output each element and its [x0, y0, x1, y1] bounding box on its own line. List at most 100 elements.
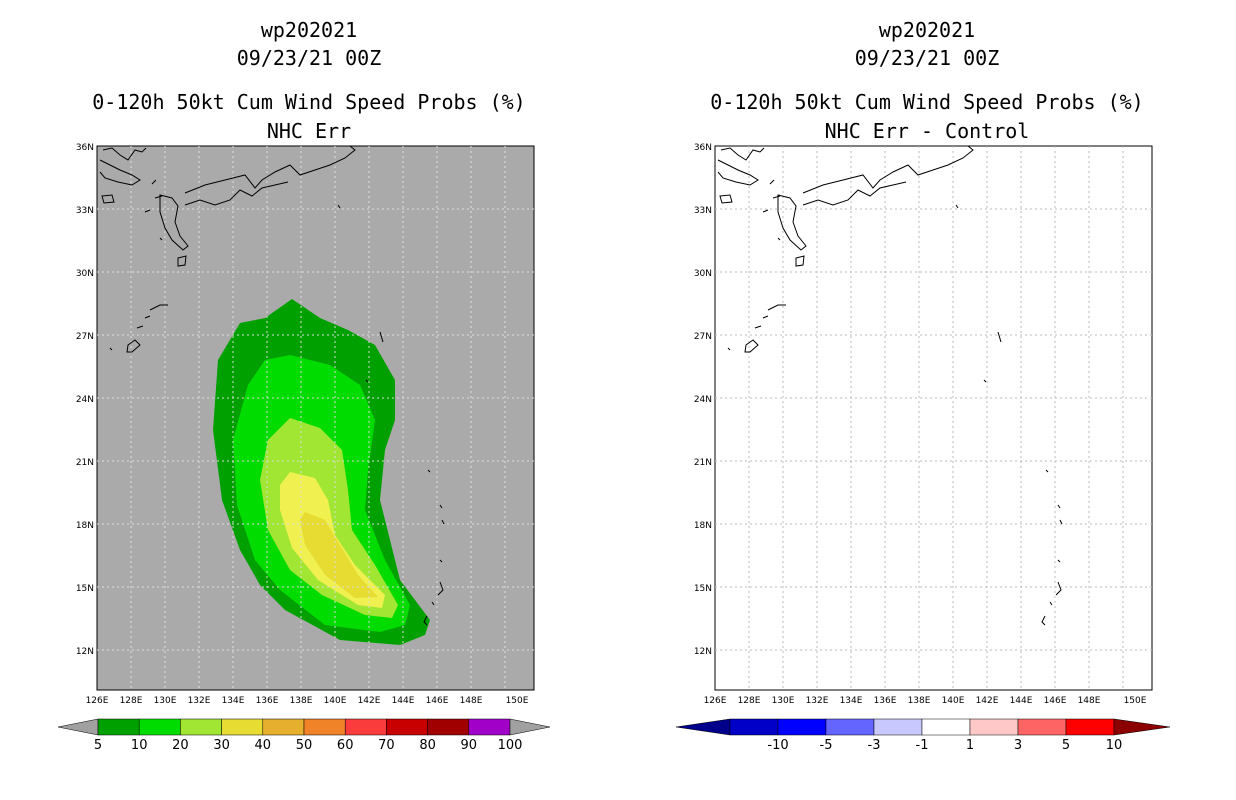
lon-label: 132E — [806, 696, 829, 706]
colorbar-box — [386, 718, 428, 736]
colorbar-label: 10 — [131, 738, 148, 753]
lat-label: 30N — [76, 269, 94, 279]
lon-label: 146E — [1044, 696, 1067, 706]
colorbar-box — [1017, 718, 1067, 736]
lat-label: 15N — [694, 584, 712, 594]
lon-label: 132E — [188, 696, 211, 706]
colorbar-label: -3 — [868, 738, 881, 753]
colorbar-label: 5 — [94, 738, 102, 753]
colorbar-label: 30 — [213, 738, 230, 753]
lon-label: 150E — [506, 696, 529, 706]
lat-label: 21N — [76, 458, 94, 468]
datetime-title: 09/23/21 00Z — [854, 46, 1000, 70]
right-map-panel: wp202021 09/23/21 00Z 0-120h 50kt Cum Wi… — [618, 0, 1236, 800]
lat-label: 24N — [76, 395, 94, 405]
colorbar-label: -10 — [767, 738, 788, 753]
probability-map: 36N 33N 30N 27N 24N 21N 18N 15N 12N 126E… — [57, 143, 551, 753]
lat-label: 36N — [694, 143, 712, 153]
lon-label: 130E — [154, 696, 177, 706]
colorbar-box — [1065, 718, 1115, 736]
lon-label: 126E — [86, 696, 109, 706]
colorbar-label: 60 — [337, 738, 354, 753]
colorbar-label: 3 — [1014, 738, 1022, 753]
colorbar: -10 -5 -3 -1 1 3 5 10 — [675, 718, 1171, 753]
colorbar-box — [468, 718, 511, 736]
colorbar-label: 90 — [461, 738, 478, 753]
lon-label: 146E — [426, 696, 449, 706]
colorbar: 5 10 20 30 40 50 60 70 80 90 100 — [57, 718, 551, 753]
lon-label: 140E — [942, 696, 965, 706]
yakushima — [177, 255, 187, 267]
colorbar-label: 10 — [1106, 738, 1123, 753]
lon-label: 134E — [840, 696, 863, 706]
storm-id-title: wp202021 — [260, 18, 358, 42]
colorbar-boxes — [97, 718, 511, 736]
contour-40 — [300, 512, 378, 598]
colorbar-label: 80 — [419, 738, 436, 753]
left-map-panel: wp202021 09/23/21 00Z 0-120h 50kt Cum Wi… — [57, 18, 551, 753]
lat-label: 12N — [76, 647, 94, 657]
colorbar-labels: -10 -5 -3 -1 1 3 5 10 — [767, 738, 1122, 753]
lat-label: 27N — [76, 332, 94, 342]
lon-label: 136E — [874, 696, 897, 706]
difference-map: 36N 33N 30N 27N 24N 21N 18N 15N 12N 126E… — [675, 143, 1171, 753]
colorbar-label: 100 — [498, 738, 523, 753]
lon-label: 138E — [290, 696, 313, 706]
colorbar-box — [777, 718, 827, 736]
lon-label: 134E — [222, 696, 245, 706]
colorbar-box — [180, 718, 222, 736]
colorbar-box — [969, 718, 1019, 736]
colorbar-label: 70 — [378, 738, 395, 753]
lon-label: 144E — [1010, 696, 1033, 706]
datetime-title: 09/23/21 00Z — [236, 46, 382, 70]
lon-label: 142E — [976, 696, 999, 706]
colorbar-label: 40 — [255, 738, 272, 753]
colorbar-label: 1 — [966, 738, 974, 753]
colorbar-label: -1 — [916, 738, 929, 753]
colorbar-box — [729, 718, 779, 736]
gridlines — [715, 146, 1152, 690]
colorbar-box — [344, 718, 387, 736]
lat-label: 15N — [76, 584, 94, 594]
lat-label: 24N — [694, 395, 712, 405]
probability-contours — [213, 299, 430, 645]
lat-label: 18N — [76, 521, 94, 531]
map-background — [714, 145, 1153, 691]
ryukyu-islands — [126, 304, 168, 353]
lon-label: 126E — [704, 696, 727, 706]
lon-label: 142E — [358, 696, 381, 706]
colorbar-label: -5 — [820, 738, 833, 753]
colorbar-high-end — [1113, 718, 1171, 736]
lat-label: 33N — [76, 206, 94, 216]
colorbar-label: 20 — [172, 738, 189, 753]
experiment-title: NHC Err — [266, 119, 352, 143]
lon-label: 130E — [772, 696, 795, 706]
colorbar-low-end — [57, 718, 99, 736]
mariana-islands — [423, 469, 445, 626]
colorbar-labels: 5 10 20 30 40 50 60 70 80 90 100 — [94, 738, 523, 753]
colorbar-box — [921, 718, 971, 736]
product-title: 0-120h 50kt Cum Wind Speed Probs (%) — [710, 90, 1144, 114]
latitude-labels: 36N 33N 30N 27N 24N 21N 18N 15N 12N — [76, 143, 94, 657]
gridlines — [97, 146, 534, 690]
lon-label: 136E — [256, 696, 279, 706]
colorbar-box — [138, 718, 181, 736]
lon-label: 148E — [1078, 696, 1101, 706]
honshu-coast — [184, 145, 356, 194]
colorbar-label: 5 — [1062, 738, 1070, 753]
product-title: 0-120h 50kt Cum Wind Speed Probs (%) — [92, 90, 526, 114]
colorbar-boxes — [729, 718, 1115, 736]
longitude-labels: 126E 128E 130E 132E 134E 136E 138E 140E … — [86, 696, 529, 706]
lon-label: 128E — [120, 696, 143, 706]
colorbar-high-end — [509, 718, 551, 736]
lon-label: 150E — [1124, 696, 1147, 706]
colorbar-box — [221, 718, 264, 736]
lat-label: 30N — [694, 269, 712, 279]
longitude-labels: 126E 128E 130E 132E 134E 136E 138E 140E … — [704, 696, 1147, 706]
korea-coast — [99, 159, 141, 186]
shikoku-coast — [184, 181, 289, 206]
lon-label: 144E — [392, 696, 415, 706]
latitude-labels: 36N 33N 30N 27N 24N 21N 18N 15N 12N — [694, 143, 712, 657]
colorbar-label: 50 — [296, 738, 313, 753]
lat-label: 36N — [76, 143, 94, 153]
